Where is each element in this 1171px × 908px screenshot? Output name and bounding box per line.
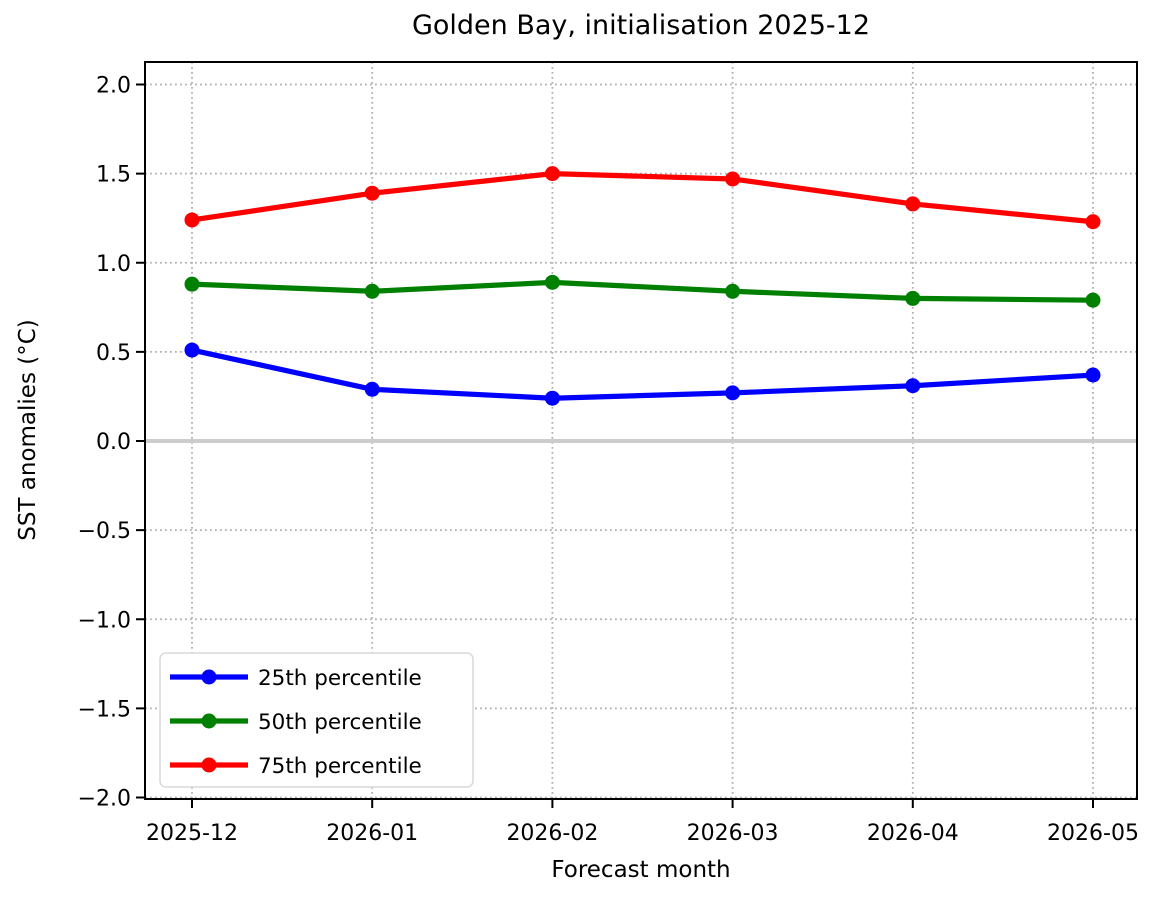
chart-title: Golden Bay, initialisation 2025-12 (411, 10, 871, 41)
legend-box (159, 652, 474, 788)
data-point-25th-percentile (1085, 367, 1101, 383)
x-tick-label: 2026-03 (687, 821, 779, 846)
series-line-75th-percentile (189, 171, 1096, 225)
data-point-50th-percentile (184, 276, 200, 292)
x-axis-label: Forecast month (551, 857, 731, 883)
data-point-75th-percentile (1085, 214, 1101, 230)
legend-label: 75th percentile (258, 754, 422, 779)
y-tick-label: −2.0 (78, 787, 131, 812)
legend-marker (201, 713, 217, 729)
data-point-25th-percentile (905, 378, 921, 394)
y-tick-label: 0.0 (96, 430, 131, 455)
legend-label: 25th percentile (258, 666, 422, 691)
data-point-25th-percentile (364, 381, 380, 397)
y-tick-label: 2.0 (96, 74, 131, 99)
series-line-50th-percentile (189, 279, 1096, 303)
x-tick-label: 2026-04 (867, 821, 959, 846)
data-point-75th-percentile (905, 196, 921, 212)
data-point-50th-percentile (905, 290, 921, 306)
data-point-50th-percentile (364, 283, 380, 299)
y-tick-label: 0.5 (96, 341, 131, 366)
x-tick-label: 2026-05 (1047, 821, 1139, 846)
data-point-75th-percentile (544, 166, 560, 182)
x-tick-label: 2026-01 (326, 821, 418, 846)
data-point-50th-percentile (1085, 292, 1101, 308)
y-tick-label: 1.0 (96, 252, 131, 277)
y-tick-label: −1.0 (78, 608, 131, 633)
axes-spines (144, 61, 1138, 800)
y-tick-label: −1.5 (78, 697, 131, 722)
data-point-25th-percentile (725, 385, 741, 401)
y-tick-label: −0.5 (78, 519, 131, 544)
data-point-50th-percentile (725, 283, 741, 299)
data-point-75th-percentile (364, 185, 380, 201)
legend-label: 50th percentile (258, 710, 422, 735)
legend-marker (201, 669, 217, 685)
data-point-50th-percentile (544, 274, 560, 290)
data-point-75th-percentile (184, 212, 200, 228)
series-line-25th-percentile (189, 347, 1096, 401)
y-tick-label: 1.5 (96, 163, 131, 188)
legend-marker (201, 757, 217, 773)
data-point-25th-percentile (184, 342, 200, 358)
data-point-25th-percentile (544, 390, 560, 406)
x-tick-label: 2025-12 (146, 821, 238, 846)
x-tick-label: 2026-02 (506, 821, 598, 846)
data-point-75th-percentile (725, 171, 741, 187)
